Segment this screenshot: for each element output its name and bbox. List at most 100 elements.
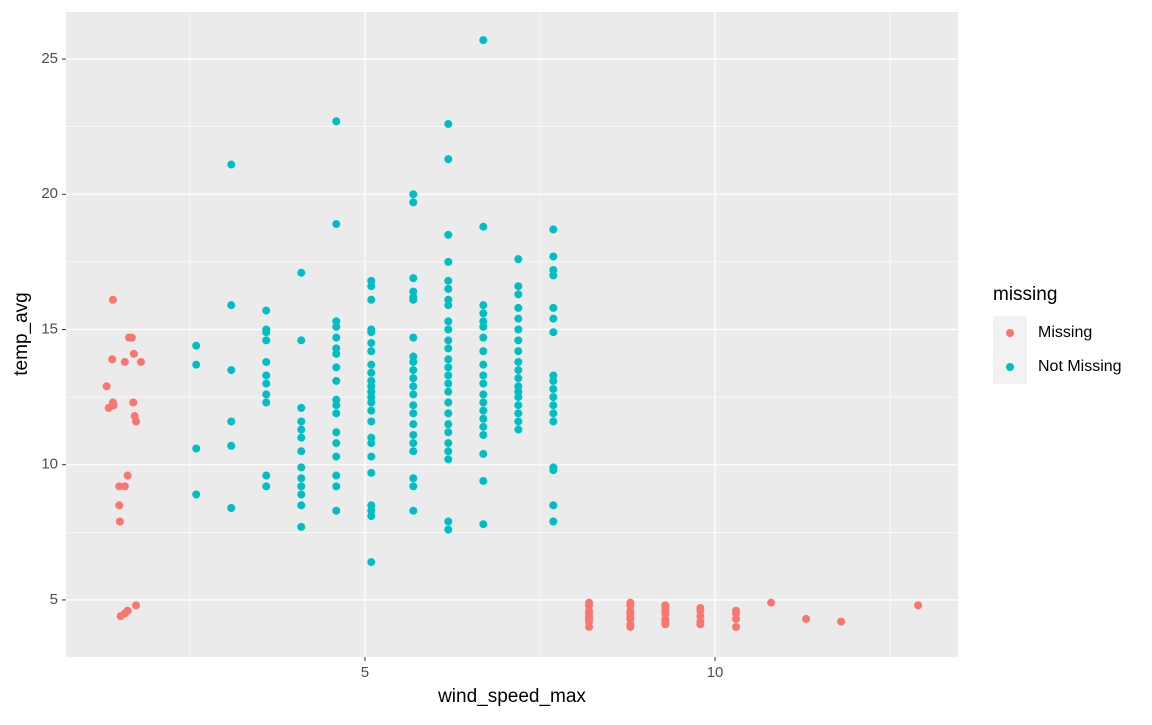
point (549, 501, 558, 510)
point (367, 398, 376, 407)
point (549, 252, 558, 261)
x-axis-title: wind_speed_max (437, 686, 586, 707)
point (409, 439, 418, 448)
point (332, 333, 341, 342)
point (115, 482, 124, 491)
point (479, 422, 488, 431)
point (367, 328, 376, 337)
point (444, 420, 453, 429)
point (409, 366, 418, 375)
point (332, 349, 341, 358)
legend-label: Not Missing (1038, 358, 1122, 375)
legend-marker (1006, 329, 1014, 337)
point (227, 160, 236, 169)
point (367, 282, 376, 291)
point (479, 449, 488, 458)
point (479, 347, 488, 356)
point (444, 447, 453, 456)
point (409, 382, 418, 391)
axes: 5 10 5 10 15 20 25 (41, 50, 723, 681)
point (109, 401, 118, 410)
point (120, 357, 129, 366)
point (332, 471, 341, 480)
point (444, 317, 453, 326)
point (479, 406, 488, 415)
point (409, 198, 418, 207)
point (444, 155, 453, 164)
point (409, 482, 418, 491)
point (367, 368, 376, 377)
point (549, 384, 558, 393)
point (297, 482, 306, 491)
point (332, 428, 341, 437)
point (479, 301, 488, 310)
point (696, 620, 705, 629)
point (262, 482, 271, 491)
point (444, 517, 453, 526)
point (479, 398, 488, 407)
point (409, 506, 418, 515)
point (479, 379, 488, 388)
point (332, 376, 341, 385)
point (444, 276, 453, 285)
point (914, 601, 923, 610)
point (514, 290, 523, 299)
point (444, 363, 453, 372)
point (479, 36, 488, 45)
point (409, 420, 418, 429)
point (409, 374, 418, 383)
point (132, 601, 141, 610)
point (227, 441, 236, 450)
point (192, 490, 201, 499)
point (585, 622, 594, 631)
point (297, 474, 306, 483)
point (332, 482, 341, 491)
point (514, 282, 523, 291)
y-axis-title: temp_avg (11, 292, 32, 375)
point (297, 336, 306, 345)
point (123, 471, 132, 480)
point (444, 355, 453, 364)
point (444, 409, 453, 418)
y-tick-label: 25 (41, 50, 58, 67)
legend: missing Missing Not Missing (993, 284, 1122, 384)
point (262, 357, 271, 366)
point (444, 428, 453, 437)
point (227, 503, 236, 512)
point (332, 409, 341, 418)
point (297, 403, 306, 412)
point (123, 606, 132, 615)
point (479, 333, 488, 342)
point (192, 341, 201, 350)
point (549, 401, 558, 410)
grid (66, 12, 958, 657)
point (549, 466, 558, 475)
point (514, 409, 523, 418)
point (332, 322, 341, 331)
point (444, 325, 453, 334)
point (297, 501, 306, 510)
point (514, 325, 523, 334)
point (444, 119, 453, 128)
point (367, 339, 376, 348)
point (767, 598, 776, 607)
point (549, 328, 558, 337)
point (549, 303, 558, 312)
point (409, 447, 418, 456)
point (115, 517, 124, 526)
point (332, 363, 341, 372)
point (479, 476, 488, 485)
point (367, 468, 376, 477)
point (297, 268, 306, 277)
x-tick-label: 10 (707, 664, 724, 681)
legend-title: missing (993, 284, 1057, 305)
point (549, 225, 558, 234)
point (129, 349, 138, 358)
point (444, 336, 453, 345)
point (409, 409, 418, 418)
point (514, 374, 523, 383)
point (297, 490, 306, 499)
point (115, 501, 124, 510)
point (514, 401, 523, 410)
